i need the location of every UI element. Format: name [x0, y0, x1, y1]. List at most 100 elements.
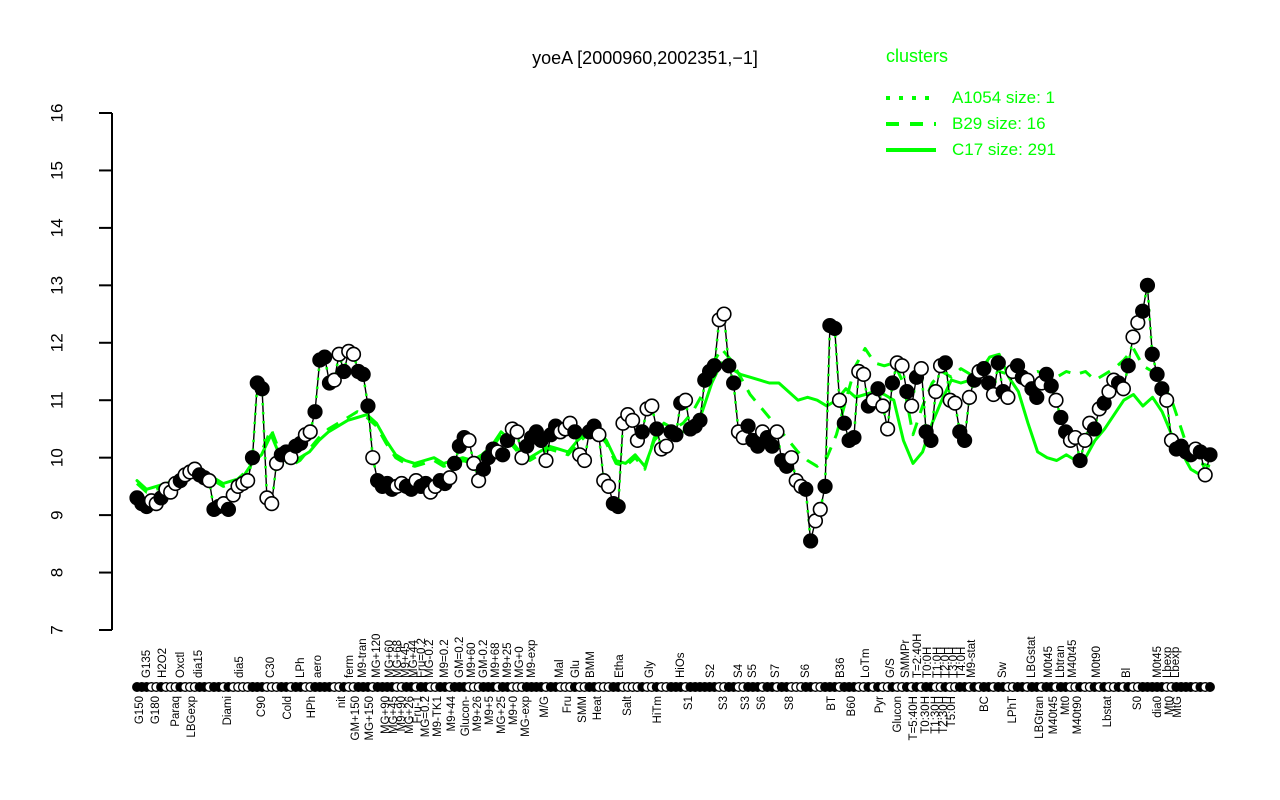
x-condition-label-top: M0t90 — [1091, 646, 1103, 678]
x-condition-label-top: M40t45 — [1067, 640, 1079, 678]
x-condition-label-bottom: nit — [336, 695, 348, 708]
data-point — [201, 473, 217, 489]
x-condition-label-bottom: Pyr — [874, 696, 886, 713]
x-condition-label-top: GM-0.2 — [478, 640, 490, 678]
data-point — [894, 358, 910, 374]
x-condition-label-top: Lbexp — [1162, 647, 1174, 678]
x-condition-label-top: Fru=0.2 — [416, 638, 428, 678]
legend-item-a1054: A1054 size: 1 — [886, 85, 1056, 111]
x-condition-label-bottom: C90 — [256, 696, 268, 717]
x-condition-label-bottom: M40t90 — [1072, 696, 1084, 734]
y-tick-label: 14 — [48, 218, 67, 237]
data-point — [783, 450, 799, 466]
x-condition-label-bottom: S1 — [683, 696, 695, 710]
data-point — [461, 432, 477, 449]
data-point — [244, 450, 261, 466]
x-condition-label-top: GM=0.2 — [454, 637, 466, 678]
data-point — [716, 306, 732, 322]
x-condition-label-bottom: Fru — [562, 696, 574, 713]
x-condition-label-bottom: S6 — [756, 696, 768, 710]
x-condition-label-top: T3:0H — [948, 647, 960, 678]
x-condition-label-bottom: BC — [979, 696, 991, 712]
x-condition-label-bottom: MG-exp — [520, 696, 532, 737]
data-point — [721, 358, 737, 374]
data-point — [336, 363, 352, 380]
x-condition-label-bottom: Lbstat — [1102, 695, 1114, 727]
x-condition-label-bottom: G180 — [150, 696, 162, 724]
x-condition-label-bottom: T0:30H — [920, 696, 932, 734]
x-condition-label-bottom: Salt — [622, 695, 634, 716]
data-point — [649, 421, 665, 437]
x-condition-label-top: M9+60 — [466, 643, 478, 678]
data-point — [509, 424, 525, 440]
x-condition-label-top: M9-exp — [526, 640, 538, 678]
data-point — [264, 496, 280, 512]
data-point — [836, 415, 852, 431]
data-point — [538, 452, 554, 469]
x-condition-label-top: dia5 — [234, 656, 246, 678]
x-condition-label-bottom: T=5:40H — [908, 696, 920, 740]
x-condition-label-top: G135 — [141, 650, 153, 678]
data-point — [817, 478, 833, 494]
x-condition-label-top: SMMPr — [900, 640, 912, 679]
x-condition-label-top: Bl — [1121, 668, 1133, 678]
data-point — [798, 481, 814, 497]
x-condition-label-bottom: MG+26 — [404, 696, 416, 734]
legend-item-b29: B29 size: 16 — [886, 111, 1056, 137]
data-point — [1125, 329, 1141, 345]
data-point — [1053, 409, 1069, 426]
data-point — [591, 427, 607, 443]
x-condition-label-top: T1:0H — [932, 647, 944, 678]
data-point — [254, 381, 270, 397]
x-condition-label-bottom: Fru-1 — [412, 696, 424, 723]
x-condition-label-top: S7 — [770, 664, 782, 678]
data-point — [769, 424, 785, 440]
x-condition-label-top: S6 — [800, 664, 812, 678]
condition-rug-marker — [1205, 682, 1215, 692]
x-condition-label-top: M0t45 — [1152, 646, 1164, 678]
data-point — [1202, 447, 1218, 463]
y-tick-label: 9 — [48, 510, 67, 519]
data-point — [220, 501, 237, 517]
data-point — [600, 478, 617, 494]
x-condition-label-bottom: LBGtran — [1034, 696, 1046, 739]
x-condition-label-bottom: S0 — [1132, 696, 1144, 710]
x-condition-label-bottom: M40t45 — [1048, 696, 1060, 734]
data-point — [1135, 303, 1151, 319]
data-point — [880, 421, 896, 437]
x-condition-label-top: MG+120 — [371, 634, 383, 678]
x-condition-label-top: M9-tran — [357, 638, 369, 678]
x-condition-label-top: M9=0.2 — [439, 639, 451, 678]
data-point — [961, 389, 978, 405]
x-condition-label-bottom: BT — [826, 696, 838, 711]
data-point — [1139, 277, 1156, 293]
x-condition-label-bottom: T5:0H — [946, 696, 958, 727]
data-point — [658, 438, 674, 454]
x-condition-label-top: S4 — [733, 663, 745, 678]
x-condition-label-top: T=2:40H — [912, 634, 924, 678]
y-tick-label: 10 — [48, 448, 67, 467]
data-point — [923, 432, 939, 449]
data-point — [1043, 378, 1059, 394]
data-point — [302, 424, 318, 440]
data-point — [827, 320, 843, 337]
data-point — [812, 501, 828, 517]
data-point — [365, 450, 381, 466]
x-condition-label-top: Lbexp — [1170, 647, 1182, 678]
data-point — [1159, 392, 1175, 408]
x-condition-label-bottom: S3 — [740, 696, 752, 710]
data-point — [870, 381, 886, 397]
data-point — [567, 424, 583, 440]
x-condition-label-bottom: SMM — [577, 696, 589, 723]
x-condition-label-top: MG+0 — [514, 646, 526, 678]
data-point — [326, 372, 342, 388]
x-condition-label-top: M0t45 — [1043, 646, 1055, 678]
data-point — [1120, 358, 1136, 374]
data-point — [957, 432, 973, 449]
x-condition-label-bottom: Diami — [222, 696, 234, 725]
x-condition-label-bottom: M9+0 — [508, 696, 520, 725]
dashed-line-icon — [886, 122, 936, 126]
x-condition-label-bottom: MtG — [1172, 696, 1184, 718]
data-point — [947, 395, 963, 411]
data-point — [846, 429, 862, 446]
